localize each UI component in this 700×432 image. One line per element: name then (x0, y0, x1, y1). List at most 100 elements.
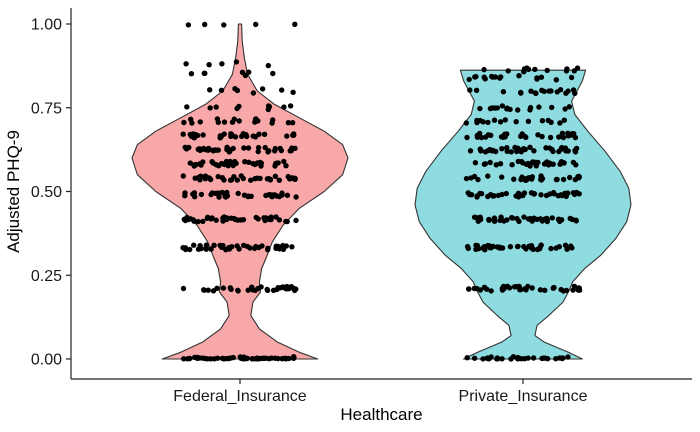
data-point (533, 90, 539, 97)
data-point (464, 355, 470, 361)
data-point (463, 120, 469, 126)
data-point (569, 130, 575, 137)
y-axis-title: Adjusted PHQ-9 (4, 130, 23, 253)
data-point (553, 176, 560, 183)
data-point (538, 173, 544, 179)
data-point (467, 148, 474, 154)
data-point (532, 66, 538, 73)
data-point (213, 104, 219, 110)
data-point (275, 355, 281, 362)
data-point (539, 355, 545, 362)
data-point (284, 218, 290, 225)
data-point (191, 163, 197, 169)
data-point (535, 132, 541, 138)
data-point (255, 118, 261, 124)
data-point (214, 285, 220, 291)
data-point (504, 145, 510, 151)
data-point (203, 245, 209, 251)
data-point (491, 193, 497, 199)
data-point (234, 177, 240, 183)
data-point (553, 77, 559, 83)
data-point (266, 148, 272, 154)
data-point (499, 356, 505, 362)
data-point (570, 190, 577, 196)
data-point (284, 133, 290, 139)
data-point (516, 218, 522, 225)
data-point (193, 354, 200, 361)
data-point (219, 61, 225, 67)
data-point (478, 134, 485, 141)
data-point (209, 190, 215, 196)
data-point (200, 132, 206, 138)
data-point (514, 243, 521, 250)
data-point (563, 148, 569, 154)
data-point (510, 354, 517, 360)
points-private-insurance (463, 65, 583, 362)
data-point (214, 116, 221, 122)
data-point (261, 131, 268, 137)
data-point (477, 287, 484, 293)
data-point (225, 163, 231, 169)
data-point (205, 214, 211, 220)
data-point (493, 162, 499, 168)
data-point (184, 356, 191, 362)
data-point (201, 287, 207, 293)
data-point (544, 217, 550, 223)
y-tick-label: 1.00 (31, 17, 62, 34)
data-point (224, 355, 230, 362)
data-point (250, 133, 256, 139)
data-point (570, 87, 577, 93)
data-point (182, 217, 188, 224)
data-point (518, 158, 525, 165)
data-point (201, 145, 207, 152)
data-point (281, 104, 287, 110)
data-point (523, 134, 529, 141)
x-tick-label: Private_Insurance (459, 388, 588, 405)
data-point (558, 286, 564, 293)
data-point (223, 247, 229, 253)
data-point (489, 148, 495, 154)
data-point (530, 159, 536, 165)
data-point (499, 191, 505, 198)
x-axis-ticks: Federal_Insurance Private_Insurance (173, 379, 588, 405)
data-point (494, 244, 500, 250)
data-point (220, 285, 227, 291)
axes (70, 8, 692, 380)
data-point (290, 355, 297, 362)
data-point (560, 134, 567, 141)
data-point (543, 192, 550, 199)
data-point (252, 176, 258, 182)
data-point (530, 355, 537, 361)
data-point (218, 160, 225, 167)
data-point (509, 214, 515, 221)
data-point (553, 245, 559, 251)
data-point (536, 104, 542, 110)
data-point (236, 118, 242, 124)
data-point (242, 72, 249, 79)
data-point (464, 243, 471, 250)
data-point (207, 176, 214, 183)
data-point (224, 144, 230, 150)
data-point (549, 215, 555, 221)
data-point (498, 74, 504, 80)
data-point (551, 191, 557, 197)
data-point (547, 134, 554, 141)
data-point (473, 242, 479, 248)
data-point (507, 244, 514, 250)
data-point (572, 134, 579, 141)
data-point (544, 67, 550, 74)
data-point (258, 163, 264, 169)
y-tick-label: 0.50 (31, 184, 62, 201)
data-point (251, 245, 258, 252)
data-point (483, 134, 489, 140)
data-point (531, 191, 538, 197)
data-point (538, 177, 545, 183)
plot-area (131, 21, 632, 362)
data-point (201, 70, 207, 77)
data-point (242, 159, 248, 165)
data-point (259, 243, 265, 249)
data-point (571, 68, 577, 74)
data-point (538, 74, 545, 80)
data-point (559, 130, 566, 136)
data-point (474, 194, 480, 200)
